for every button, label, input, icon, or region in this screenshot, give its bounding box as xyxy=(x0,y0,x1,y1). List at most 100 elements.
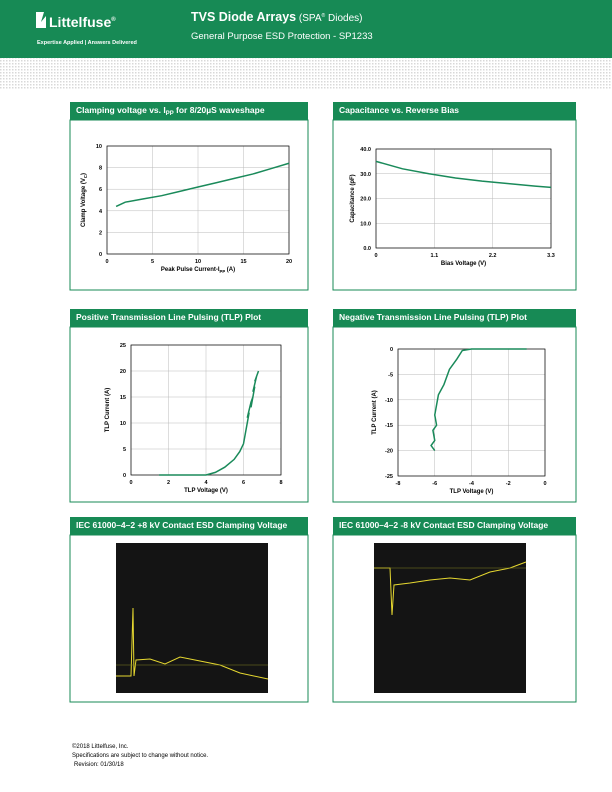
scope-trace xyxy=(374,561,527,616)
x-axis-label: TLP Voltage (V) xyxy=(450,489,494,495)
x-tick-label: 6 xyxy=(242,480,245,486)
y-tick-label: 10 xyxy=(120,421,126,427)
panel-title: IEC 61000–4–2 +8 kV Contact ESD Clamping… xyxy=(76,520,288,530)
y-axis-label: TLP Current (A) xyxy=(372,390,378,435)
y-tick-label: 10 xyxy=(96,144,102,150)
x-tick-label: 0 xyxy=(105,259,108,265)
y-tick-label: 6 xyxy=(99,187,102,193)
x-tick-label: -8 xyxy=(396,481,401,487)
xlabel: Bias Voltage (V) xyxy=(441,261,486,267)
panel-title: IEC 61000–4–2 -8 kV Contact ESD Clamping… xyxy=(339,520,548,530)
x-tick-label: 0 xyxy=(374,253,377,259)
xlabel: TLP Voltage (V) xyxy=(450,489,494,495)
y-tick-label: 0.0 xyxy=(363,246,371,252)
panel-title: Negative Transmission Line Pulsing (TLP)… xyxy=(339,312,527,322)
panel-title-bar xyxy=(333,309,576,327)
data-line xyxy=(159,370,260,476)
scope-image xyxy=(116,543,268,693)
y-tick-label: -5 xyxy=(388,372,393,378)
footer-notice: Specifications are subject to change wit… xyxy=(72,753,208,759)
x-axis-label: Peak Pulse Current-IPP (A) xyxy=(161,267,235,274)
y-tick-label: 2 xyxy=(99,230,102,236)
y-tick-label: -20 xyxy=(385,449,393,455)
doc-title: TVS Diode Arrays (SPA® Diodes) xyxy=(191,10,362,24)
x-tick-label: 0 xyxy=(543,481,546,487)
panel-frame xyxy=(332,326,577,503)
ylabel-end: ) xyxy=(81,173,87,175)
x-tick-label: 2.2 xyxy=(489,253,497,259)
y-tick-label: 25 xyxy=(120,343,126,349)
ylabel-sub: C xyxy=(83,175,88,178)
scope-trace xyxy=(116,607,269,680)
y-tick-label: 15 xyxy=(120,395,126,401)
title: Clamping voltage vs. I xyxy=(76,105,166,115)
x-tick-label: 1.1 xyxy=(431,253,439,259)
panel-frame xyxy=(69,119,309,291)
xlabel: TLP Voltage (V) xyxy=(184,488,228,494)
scope-image xyxy=(374,543,526,693)
y-tick-label: -25 xyxy=(385,474,393,480)
x-tick-label: 4 xyxy=(204,480,208,486)
x-tick-label: -2 xyxy=(506,481,511,487)
panel-title: Positive Transmission Line Pulsing (TLP)… xyxy=(76,312,261,322)
xlabel-sub: PP xyxy=(220,269,226,274)
y-tick-label: 8 xyxy=(99,166,102,172)
data-line xyxy=(375,160,552,189)
panel-title-bar xyxy=(70,309,308,327)
title: Capacitance vs. Reverse Bias xyxy=(339,105,459,115)
y-tick-label: 30.0 xyxy=(360,172,371,178)
x-tick-label: 0 xyxy=(129,480,132,486)
y-tick-label: -15 xyxy=(385,423,393,429)
ylabel: Clamp Voltage (V xyxy=(81,178,87,227)
logo-icon xyxy=(36,12,46,28)
xlabel-end: (A) xyxy=(225,267,235,273)
panel-title-bar xyxy=(333,102,576,120)
y-axis-label: Capacitance (pF) xyxy=(350,174,356,222)
tagline: Expertise Applied | Answers Delivered xyxy=(37,40,137,46)
y-tick-label: 20 xyxy=(120,369,126,375)
x-tick-label: 20 xyxy=(286,259,292,265)
y-tick-label: 0 xyxy=(390,347,393,353)
panel-frame xyxy=(332,119,577,291)
xlabel: Peak Pulse Current-I xyxy=(161,267,220,273)
y-tick-label: 0 xyxy=(123,473,126,479)
x-tick-label: 5 xyxy=(151,259,154,265)
x-tick-label: -6 xyxy=(432,481,437,487)
panel-title: Clamping voltage vs. IPP for 8/20µS wave… xyxy=(76,105,265,117)
y-tick-label: 40.0 xyxy=(360,147,371,153)
y-axis-label: Clamp Voltage (VC) xyxy=(81,173,88,227)
x-tick-label: 10 xyxy=(195,259,201,265)
y-tick-label: 10.0 xyxy=(360,221,371,227)
data-line xyxy=(430,348,527,452)
x-tick-label: 8 xyxy=(279,480,282,486)
ylabel: Capacitance (pF) xyxy=(350,174,356,222)
brand: Littelfuse® xyxy=(49,14,116,30)
x-tick-label: 3.3 xyxy=(547,253,555,259)
x-axis-label: Bias Voltage (V) xyxy=(441,261,486,267)
x-tick-label: 15 xyxy=(240,259,246,265)
panel-frame xyxy=(69,326,309,503)
plot-frame xyxy=(106,145,290,255)
ylabel: TLP Current (A) xyxy=(105,388,111,433)
ylabel: TLP Current (A) xyxy=(372,390,378,435)
x-tick-label: -4 xyxy=(469,481,475,487)
y-tick-label: 0 xyxy=(99,252,102,258)
footer-revision: Revision: 01/30/18 xyxy=(74,762,124,768)
title-end: for 8/20µS waveshape xyxy=(174,105,265,115)
title: Negative Transmission Line Pulsing (TLP)… xyxy=(339,312,527,322)
panel-title-bar xyxy=(333,517,576,535)
data-line xyxy=(115,162,290,208)
y-tick-label: 4 xyxy=(99,209,103,215)
esd-panels: IEC 61000–4–2 +8 kV Contact ESD Clamping… xyxy=(69,517,577,703)
plot-frame xyxy=(375,148,552,249)
title-sub: PP xyxy=(166,111,174,117)
y-axis-label: TLP Current (A) xyxy=(105,388,111,433)
header-band xyxy=(0,0,612,58)
panel-title-bar xyxy=(70,517,308,535)
x-tick-label: 2 xyxy=(167,480,170,486)
footer-copyright: ©2018 Littelfuse, Inc. xyxy=(72,743,129,750)
doc-subtitle: General Purpose ESD Protection - SP1233 xyxy=(191,31,373,42)
dot-band xyxy=(0,58,612,90)
y-tick-label: -10 xyxy=(385,398,393,404)
